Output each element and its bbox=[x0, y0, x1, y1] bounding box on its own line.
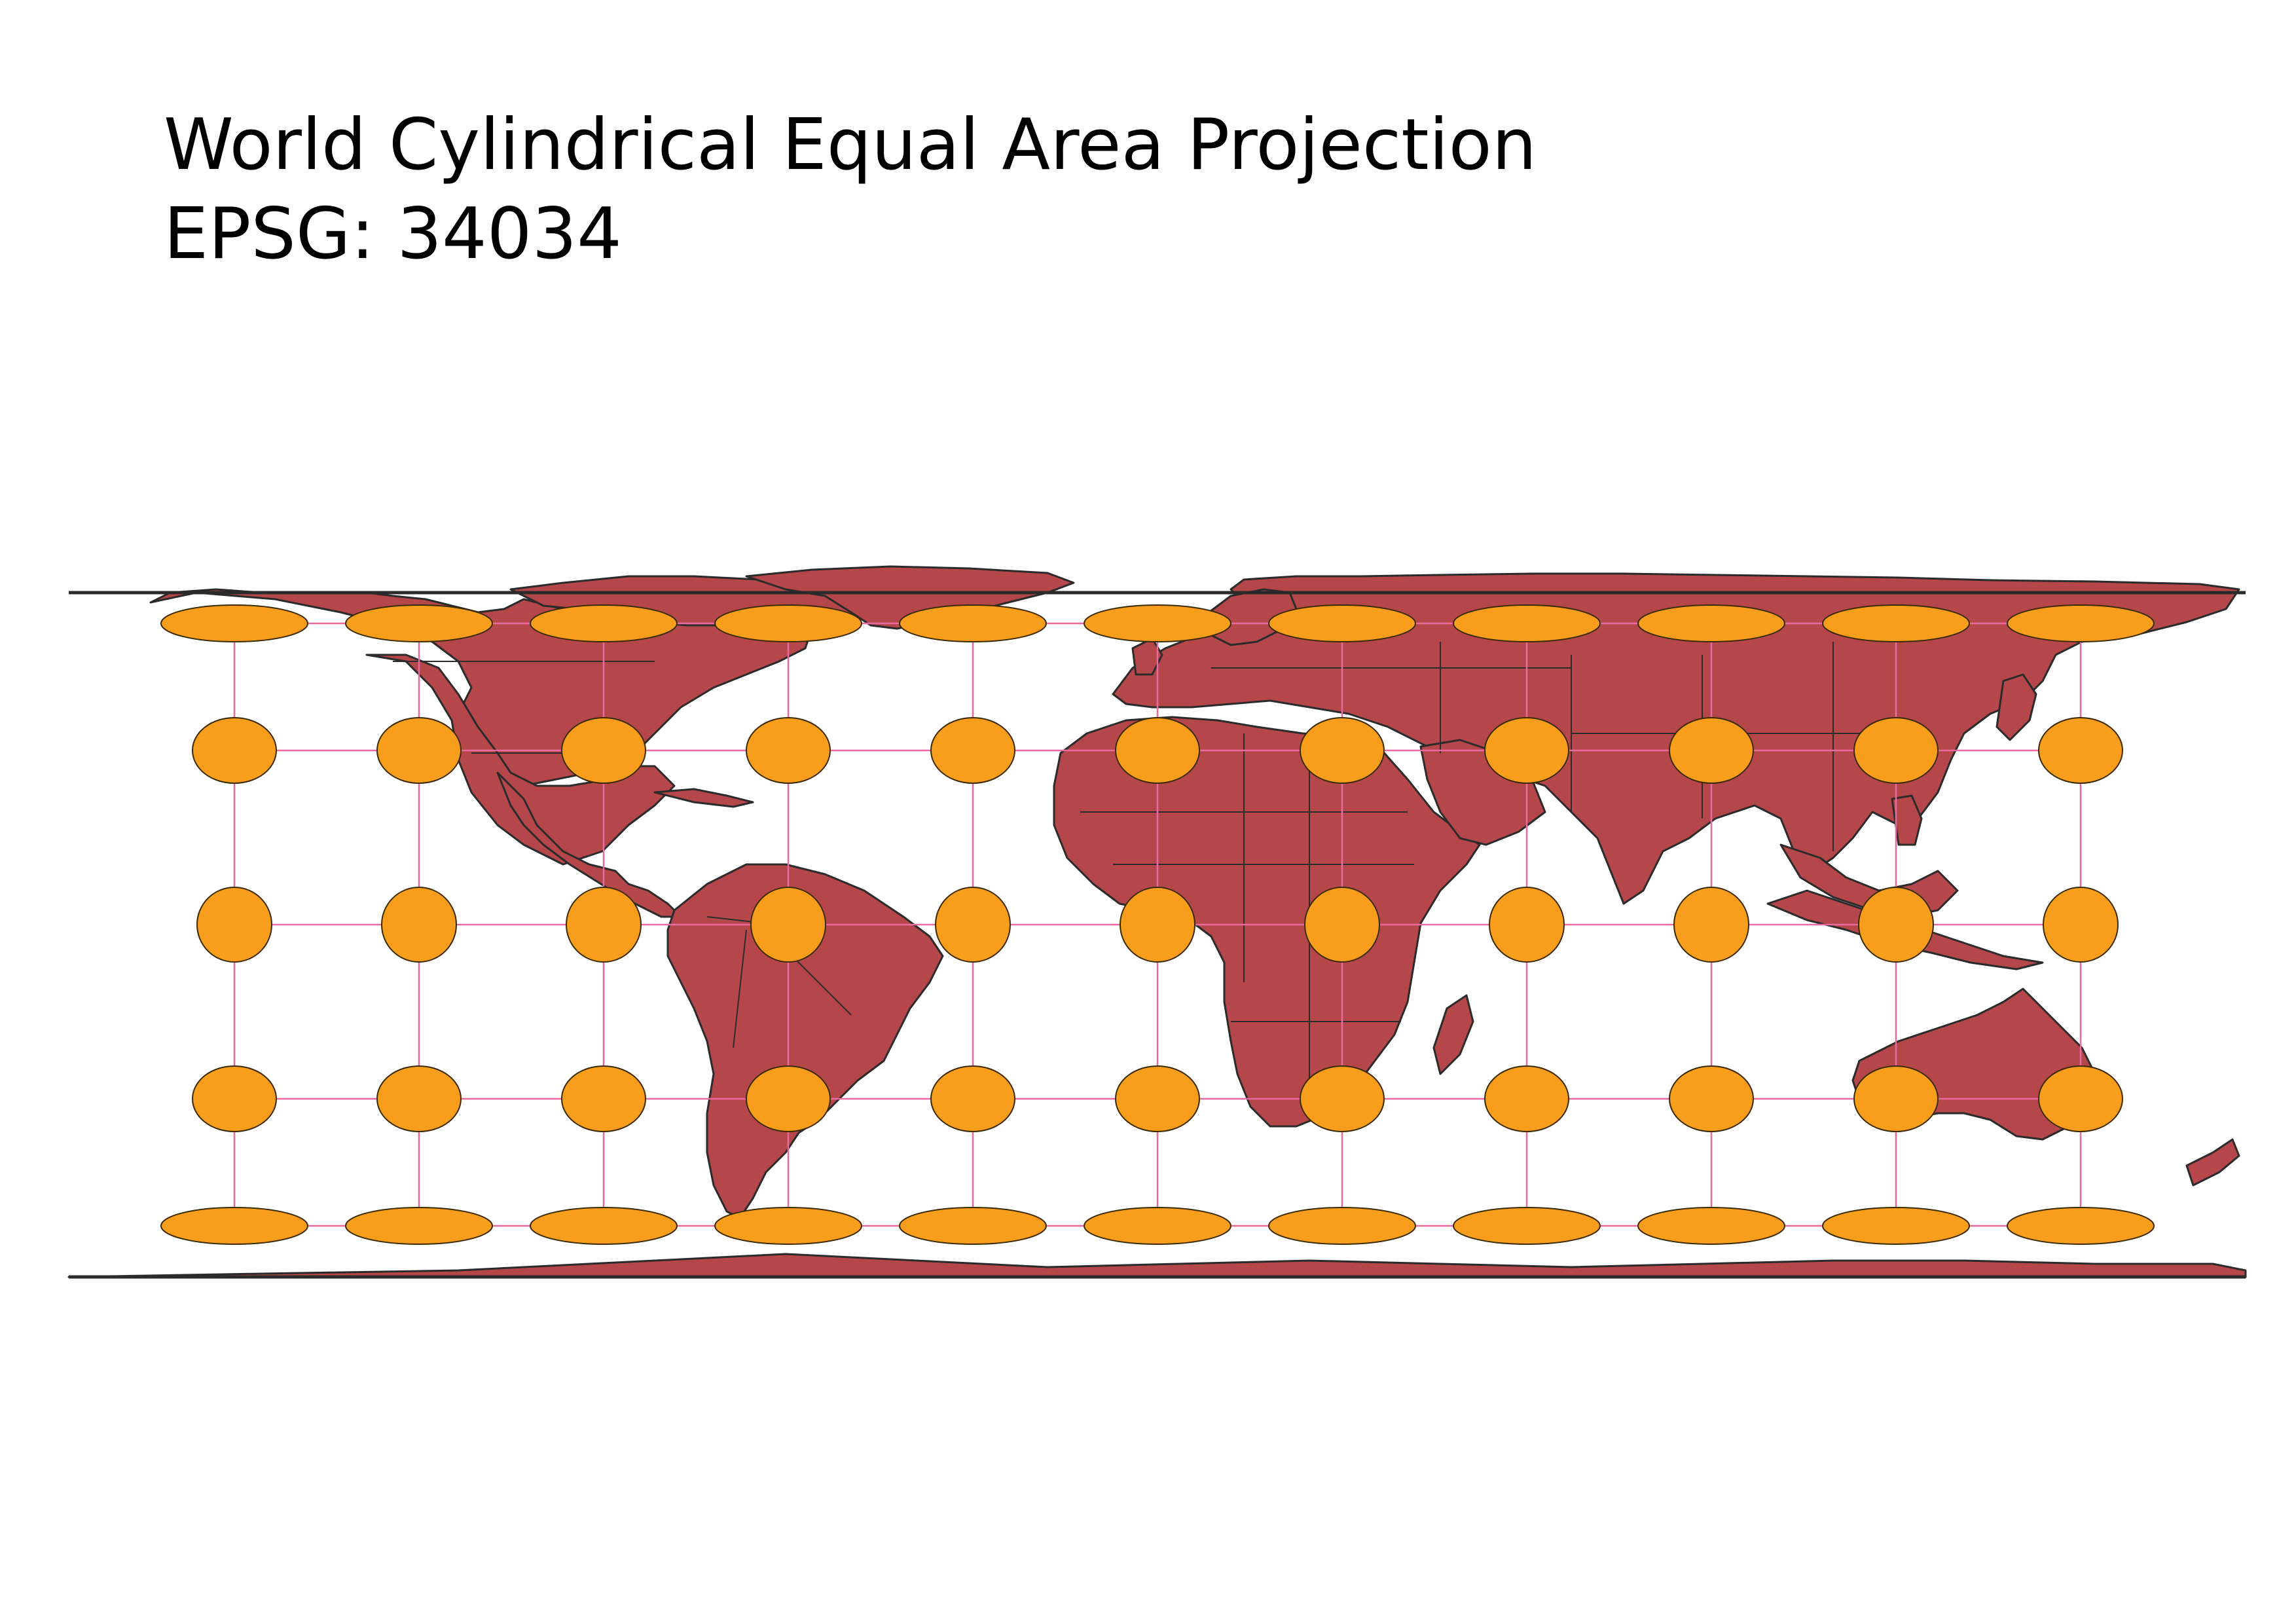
tissot-ellipse bbox=[1853, 717, 1939, 784]
tissot-ellipse bbox=[2007, 604, 2155, 642]
tissot-ellipse bbox=[714, 1207, 862, 1245]
land-japan bbox=[1995, 673, 2037, 741]
tissot-ellipse bbox=[376, 1065, 462, 1132]
tissot-ellipse bbox=[1669, 717, 1754, 784]
tissot-ellipse bbox=[1484, 717, 1569, 784]
tissot-ellipse bbox=[1637, 604, 1785, 642]
border-lines-africa bbox=[1080, 733, 1414, 1113]
tissot-ellipse bbox=[345, 604, 493, 642]
tissot-ellipse bbox=[530, 1207, 678, 1245]
tissot-ellipse bbox=[746, 717, 831, 784]
map-frame bbox=[69, 591, 2246, 1279]
tissot-ellipse bbox=[1453, 604, 1601, 642]
tissot-ellipse bbox=[2043, 887, 2119, 963]
tissot-ellipse bbox=[1858, 887, 1934, 963]
tissot-ellipse bbox=[1853, 1065, 1939, 1132]
tissot-ellipse bbox=[1822, 1207, 1970, 1245]
tissot-ellipse bbox=[381, 887, 457, 963]
tissot-ellipse bbox=[196, 887, 272, 963]
tissot-ellipse bbox=[192, 717, 277, 784]
tissot-ellipse bbox=[1120, 887, 1195, 963]
tissot-ellipse bbox=[160, 604, 308, 642]
tissot-ellipse bbox=[1115, 717, 1200, 784]
tissot-ellipse bbox=[1489, 887, 1565, 963]
land-philippines bbox=[1891, 794, 1923, 846]
tissot-ellipse bbox=[935, 887, 1011, 963]
tissot-ellipse bbox=[2007, 1207, 2155, 1245]
tissot-ellipse bbox=[930, 1065, 1015, 1132]
tissot-ellipse bbox=[1673, 887, 1749, 963]
tissot-ellipse bbox=[345, 1207, 493, 1245]
tissot-ellipse bbox=[1268, 1207, 1416, 1245]
tissot-indicatrix-layer bbox=[160, 604, 2155, 1245]
tissot-ellipse bbox=[530, 604, 678, 642]
tissot-ellipse bbox=[746, 1065, 831, 1132]
tissot-ellipse bbox=[566, 887, 642, 963]
tissot-ellipse bbox=[2038, 717, 2123, 784]
land-africa bbox=[1053, 716, 1481, 1128]
tissot-ellipse bbox=[1268, 604, 1416, 642]
tissot-ellipse bbox=[1304, 887, 1380, 963]
map-subtitle: EPSG: 34034 bbox=[164, 193, 622, 275]
tissot-ellipse bbox=[899, 604, 1047, 642]
land-caribbean bbox=[653, 788, 754, 808]
tissot-ellipse bbox=[1300, 1065, 1385, 1132]
tissot-ellipse bbox=[2038, 1065, 2123, 1132]
tissot-ellipse bbox=[1637, 1207, 1785, 1245]
land-antarctica bbox=[67, 1253, 2247, 1278]
tissot-ellipse bbox=[930, 717, 1015, 784]
tissot-ellipse bbox=[1084, 1207, 1231, 1245]
tissot-ellipse bbox=[1453, 1207, 1601, 1245]
tissot-ellipse bbox=[1822, 604, 1970, 642]
tissot-ellipse bbox=[1084, 604, 1231, 642]
land-madagascar bbox=[1432, 994, 1474, 1075]
tissot-ellipse bbox=[561, 1065, 646, 1132]
tissot-ellipse bbox=[1669, 1065, 1754, 1132]
map-title: World Cylindrical Equal Area Projection bbox=[164, 104, 1537, 186]
tissot-ellipse bbox=[376, 717, 462, 784]
tissot-ellipse bbox=[1115, 1065, 1200, 1132]
tissot-ellipse bbox=[1300, 717, 1385, 784]
tissot-ellipse bbox=[750, 887, 826, 963]
tissot-ellipse bbox=[714, 604, 862, 642]
tissot-ellipse bbox=[899, 1207, 1047, 1245]
tissot-ellipse bbox=[561, 717, 646, 784]
tissot-ellipse bbox=[192, 1065, 277, 1132]
tissot-ellipse bbox=[160, 1207, 308, 1245]
tissot-ellipse bbox=[1484, 1065, 1569, 1132]
land-new-zealand bbox=[2185, 1138, 2240, 1187]
